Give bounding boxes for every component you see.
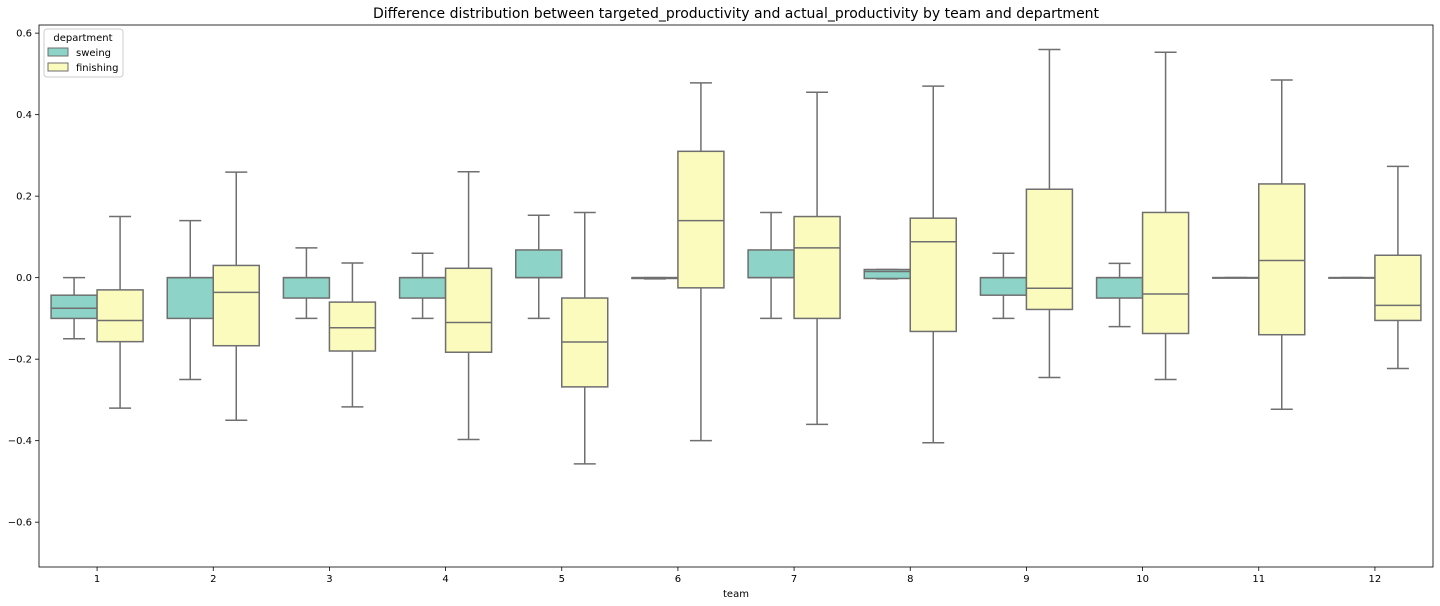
plot-area: −0.6−0.4−0.20.00.20.40.61 2 3 4 5 6 7 8 9 10 11 12d…	[8, 24, 1434, 585]
box-finishing-team-11	[1258, 79, 1306, 411]
box-finishing-team-4	[444, 170, 493, 441]
iqr-box	[677, 150, 725, 289]
iqr-box	[96, 289, 144, 343]
legend-swatch-sweing	[47, 47, 69, 57]
iqr-box	[50, 294, 98, 320]
iqr-box	[793, 215, 841, 320]
iqr-box	[515, 249, 563, 279]
y-tick-label: 0.6	[16, 29, 32, 40]
legend-swatch-finishing	[47, 62, 69, 72]
y-tick-label: 0.2	[16, 192, 32, 203]
box-sweing-team-1	[50, 276, 98, 340]
box-sweing-team-4	[398, 252, 447, 320]
iqr-box	[1258, 183, 1306, 336]
iqr-box	[282, 276, 331, 299]
iqr-box	[328, 301, 377, 352]
x-tick-label: 9	[1023, 574, 1029, 585]
box-sweing-team-3	[282, 247, 331, 320]
legend-label-sweing: sweing	[76, 48, 111, 59]
x-tick-label: 2	[210, 574, 216, 585]
box-sweing-team-10	[1095, 262, 1144, 328]
y-tick-label: 0.0	[16, 273, 32, 284]
legend-title: department	[53, 33, 112, 44]
y-tick-label: −0.2	[8, 355, 32, 366]
box-finishing-team-9	[1025, 48, 1074, 379]
iqr-box	[1025, 188, 1074, 311]
x-tick-label: 12	[1369, 574, 1382, 585]
x-tick-label: 6	[675, 574, 681, 585]
iqr-box	[747, 249, 795, 279]
box-finishing-team-7	[793, 91, 841, 426]
x-axis-label: team	[723, 589, 749, 600]
box-finishing-team-8	[909, 85, 957, 444]
x-tick-label: 8	[907, 574, 913, 585]
x-tick-label: 7	[791, 574, 797, 585]
box-sweing-team-7	[747, 211, 795, 320]
box-sweing-team-12	[1328, 276, 1376, 279]
x-tick-label: 11	[1252, 574, 1265, 585]
iqr-box	[166, 276, 214, 320]
y-tick-label: −0.4	[8, 436, 32, 447]
plot-frame	[38, 24, 1434, 568]
legend-label-finishing: finishing	[76, 63, 118, 74]
x-tick-label: 3	[326, 574, 332, 585]
iqr-box	[212, 264, 260, 347]
chart-title: Difference distribution between targeted…	[373, 6, 1100, 22]
y-tick-label: 0.4	[16, 110, 32, 121]
box-sweing-team-5	[515, 214, 563, 320]
x-tick-label: 1	[94, 574, 100, 585]
y-tick-label: −0.6	[8, 518, 32, 529]
x-tick-label: 5	[559, 574, 565, 585]
box-finishing-team-5	[561, 211, 609, 465]
box-finishing-team-6	[677, 82, 725, 442]
iqr-box	[1374, 254, 1422, 322]
iqr-box	[1141, 211, 1190, 335]
iqr-box	[909, 217, 957, 333]
iqr-box	[398, 276, 447, 299]
box-finishing-team-12	[1374, 165, 1422, 370]
box-sweing-team-8	[863, 268, 911, 280]
box-finishing-team-1	[96, 215, 144, 409]
box-sweing-team-2	[166, 219, 214, 381]
iqr-box	[1095, 276, 1144, 299]
legend: department sweing finishing	[43, 28, 124, 78]
x-tick-label: 10	[1136, 574, 1149, 585]
box-finishing-team-10	[1141, 51, 1190, 381]
iqr-box	[979, 276, 1028, 296]
x-tick-label: 4	[442, 574, 448, 585]
box-finishing-team-2	[212, 171, 260, 422]
iqr-box	[444, 267, 493, 353]
box-finishing-team-3	[328, 262, 377, 408]
box-sweing-team-6	[631, 276, 679, 280]
box-sweing-team-9	[979, 252, 1028, 320]
box-sweing-team-11	[1212, 276, 1260, 279]
